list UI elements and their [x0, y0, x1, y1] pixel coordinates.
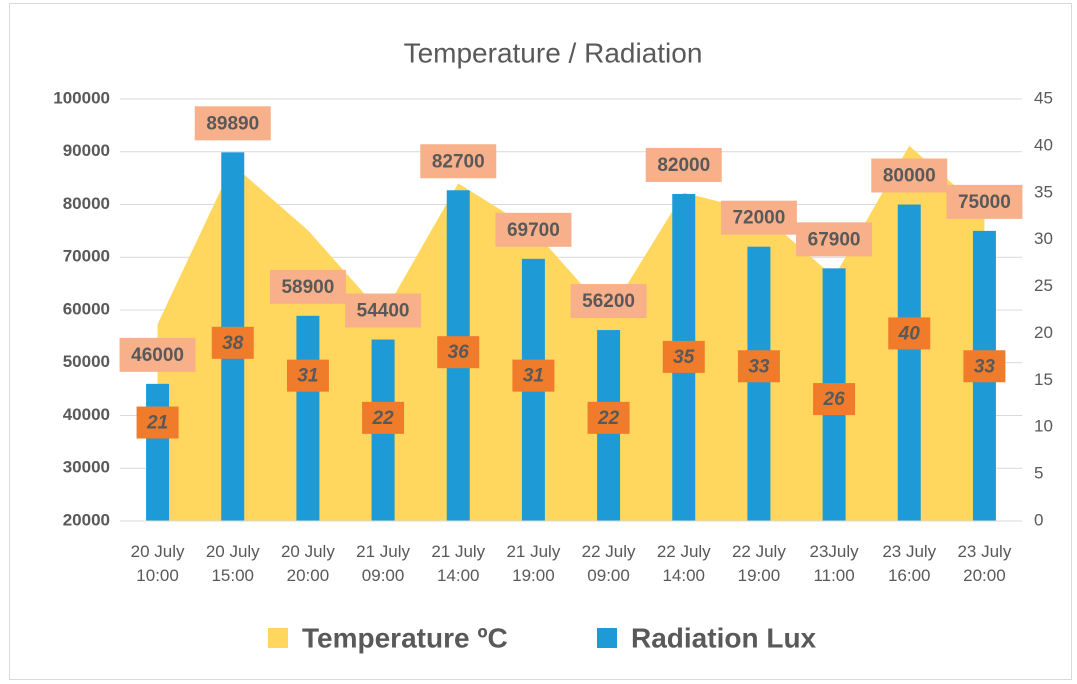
data-label: 54400	[357, 301, 410, 322]
data-label: 33	[748, 356, 770, 377]
data-label: 46000	[131, 345, 184, 366]
data-label: 22	[372, 408, 395, 429]
bar	[897, 204, 921, 521]
data-label: 82000	[657, 155, 710, 176]
y-tick-label: 80000	[63, 194, 110, 213]
x-tick-label: 23 July 16:00	[882, 542, 937, 585]
legend-label: Temperature ºC	[302, 622, 508, 653]
data-label-box	[796, 222, 873, 257]
data-label-box	[645, 147, 722, 182]
y-tick-label: 50000	[63, 352, 110, 371]
chart-title: Temperature / Radiation	[404, 37, 703, 68]
y2-tick-label: 30	[1034, 229, 1053, 248]
data-label-box	[495, 212, 572, 247]
data-label: 58900	[281, 277, 334, 298]
x-tick-label: 22 July 19:00	[731, 542, 786, 585]
data-label-box	[813, 383, 856, 416]
y2-tick-label: 35	[1034, 182, 1053, 201]
data-label-box	[946, 184, 1023, 219]
data-label-box	[888, 317, 931, 350]
data-label-box	[512, 359, 555, 392]
data-label: 22	[597, 408, 620, 429]
data-label: 56200	[582, 291, 635, 312]
data-label-box	[119, 337, 196, 372]
x-tick-label: 20 July 20:00	[280, 542, 335, 585]
data-label: 40	[898, 323, 921, 344]
data-label: 69700	[507, 220, 560, 241]
legend-swatch	[268, 628, 288, 648]
bar	[747, 246, 771, 521]
data-label: 31	[297, 366, 318, 387]
y-tick-label: 100000	[53, 88, 110, 107]
data-label: 26	[823, 389, 846, 410]
data-label: 75000	[958, 192, 1011, 213]
x-tick-label: 21 July 19:00	[506, 542, 561, 585]
data-label-box	[136, 406, 179, 439]
data-label: 33	[974, 356, 996, 377]
data-label-box	[420, 144, 497, 179]
data-label-box	[194, 106, 271, 141]
data-label-box	[871, 158, 948, 193]
data-label: 36	[448, 342, 470, 363]
y-tick-label: 70000	[63, 247, 110, 266]
data-label: 21	[146, 413, 168, 434]
y-tick-label: 60000	[63, 299, 110, 318]
data-label-box	[662, 340, 705, 373]
data-label-box	[211, 326, 254, 359]
legend-label: Radiation Lux	[631, 622, 817, 653]
x-tick-label: 22 July 14:00	[656, 542, 711, 585]
x-tick-label: 22 July 09:00	[581, 542, 636, 585]
y-tick-label: 90000	[63, 141, 110, 160]
y-tick-label: 30000	[63, 458, 110, 477]
data-label-box	[587, 401, 630, 434]
x-tick-label: 21 July 09:00	[356, 542, 411, 585]
bar	[146, 383, 170, 521]
x-tick-label: 21 July 14:00	[431, 542, 486, 585]
data-label: 67900	[808, 229, 861, 250]
data-label: 35	[673, 347, 695, 368]
data-label-box	[963, 350, 1006, 383]
data-label-box	[362, 401, 405, 434]
data-label: 31	[523, 366, 544, 387]
y2-tick-label: 20	[1034, 323, 1053, 342]
data-label: 80000	[883, 166, 936, 187]
legend-swatch	[597, 628, 617, 648]
data-label-box	[570, 284, 647, 319]
data-label: 82700	[432, 151, 485, 172]
data-label-box	[720, 200, 797, 235]
y2-tick-label: 0	[1034, 510, 1043, 529]
y2-tick-label: 15	[1034, 370, 1053, 389]
y2-tick-label: 10	[1034, 417, 1053, 436]
data-label-box	[437, 336, 480, 369]
data-label-box	[345, 293, 422, 328]
y2-tick-label: 25	[1034, 276, 1053, 295]
y2-tick-label: 40	[1034, 135, 1053, 154]
y-tick-label: 40000	[63, 405, 110, 424]
bar	[296, 315, 320, 521]
x-tick-label: 23July 11:00	[809, 542, 859, 585]
data-label-box	[737, 350, 780, 383]
x-tick-label: 23 July 20:00	[957, 542, 1012, 585]
data-label-box	[269, 269, 346, 304]
x-tick-label: 20 July 15:00	[205, 542, 260, 585]
y-tick-label: 20000	[63, 510, 110, 529]
data-label-box	[286, 359, 329, 392]
x-tick-label: 20 July 10:00	[130, 542, 185, 585]
data-label: 38	[222, 333, 244, 354]
data-label: 89890	[206, 113, 259, 134]
y2-tick-label: 45	[1034, 88, 1053, 107]
y2-tick-label: 5	[1034, 464, 1043, 483]
data-label: 72000	[732, 208, 785, 229]
